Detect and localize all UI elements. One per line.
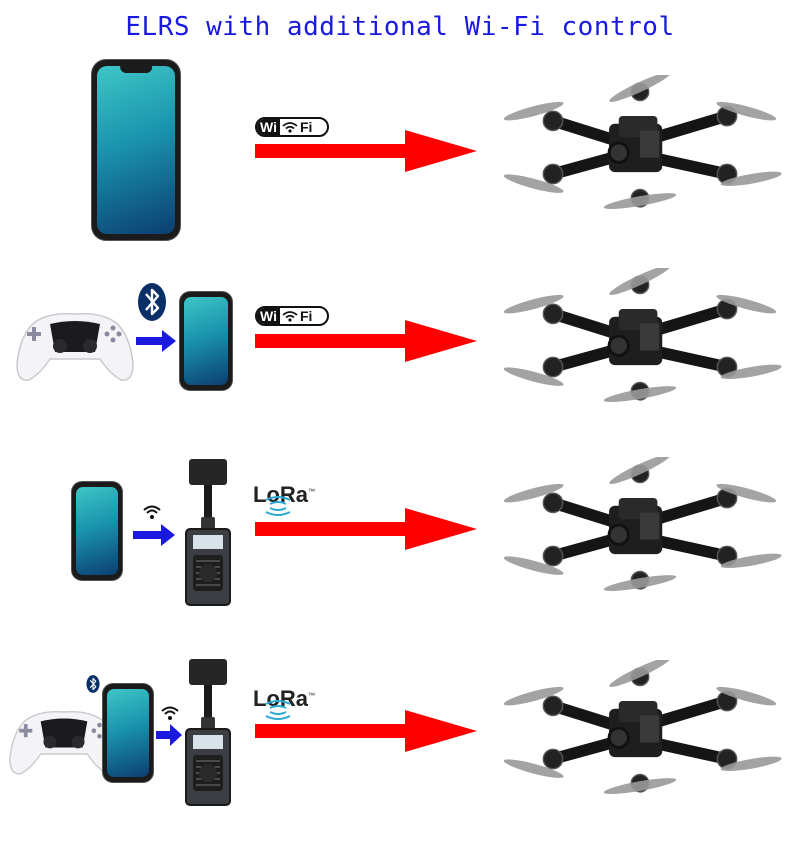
smartphone-icon (103, 684, 153, 782)
row-gamepad-phone-transmitter-lora-drone: LoRa™ (0, 652, 800, 852)
wifi-link-arrow (156, 724, 182, 746)
smartphone-icon (92, 60, 180, 240)
smartphone-icon (72, 482, 122, 580)
drone-icon (495, 660, 785, 800)
drone-icon (495, 268, 785, 408)
drone-icon (495, 75, 785, 215)
row-phone-transmitter-lora-drone: LoRa™ (0, 452, 800, 652)
elrs-transmitter-icon (183, 456, 233, 608)
bluetooth-icon (86, 674, 100, 694)
wifi-signal-icon (160, 705, 180, 721)
wifi-link-arrow (255, 320, 477, 362)
wifi-logo: Wi Fi (255, 117, 329, 137)
smartphone-icon (180, 292, 232, 390)
row-gamepad-phone-wifi-drone: Wi Fi (0, 258, 800, 458)
row-phone-wifi-drone: Wi Fi (0, 55, 800, 255)
bluetooth-icon (137, 281, 167, 323)
wifi-link-arrow (133, 524, 175, 546)
drone-icon (495, 457, 785, 597)
lora-link-arrow (255, 710, 477, 752)
wifi-logo: Wi Fi (255, 306, 329, 326)
page-title: ELRS with additional Wi-Fi control (125, 12, 675, 42)
elrs-transmitter-icon (183, 656, 233, 808)
lora-link-arrow (255, 508, 477, 550)
bluetooth-link-arrow (136, 330, 176, 352)
wifi-link-arrow (255, 130, 477, 172)
gamepad-icon (15, 303, 135, 385)
wifi-signal-icon (142, 504, 162, 520)
